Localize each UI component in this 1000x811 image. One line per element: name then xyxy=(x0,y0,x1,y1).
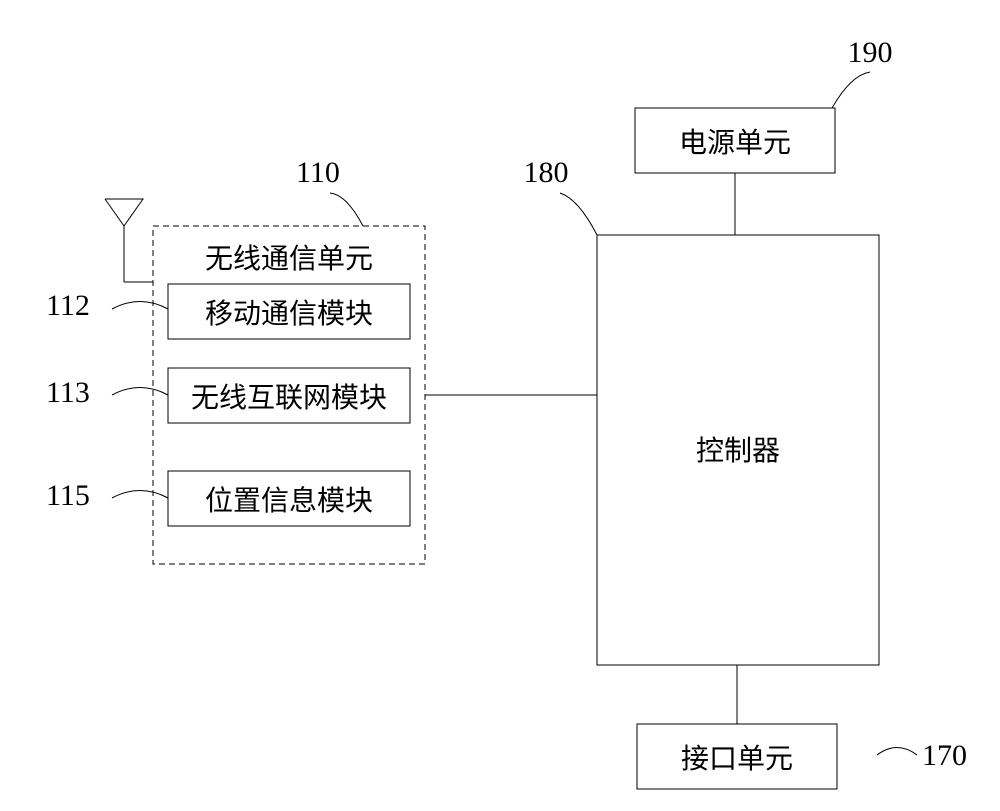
wireless-unit-title: 无线通信单元 xyxy=(205,243,373,275)
power-unit-label: 电源单元 xyxy=(679,127,791,159)
interface-unit-ref: 170 xyxy=(922,739,967,772)
module-leader xyxy=(112,302,168,310)
module-ref: 115 xyxy=(46,479,90,512)
controller-ref: 180 xyxy=(524,156,569,189)
power-unit-leader xyxy=(832,72,870,108)
module-label: 无线互联网模块 xyxy=(191,382,387,414)
block-diagram: 电源单元 190 控制器 180 接口单元 170 无线通信单元 110 移动通… xyxy=(0,0,1000,811)
module-leader xyxy=(112,388,168,396)
module-leader xyxy=(112,491,168,499)
interface-unit-leader xyxy=(877,748,917,756)
controller-label: 控制器 xyxy=(696,435,780,467)
controller-leader xyxy=(560,193,597,235)
module-label: 移动通信模块 xyxy=(205,298,373,330)
wireless-unit-ref: 110 xyxy=(296,156,340,189)
module-label: 位置信息模块 xyxy=(205,485,373,517)
power-unit-ref: 190 xyxy=(848,36,893,69)
module-ref: 112 xyxy=(46,289,90,322)
interface-unit-label: 接口单元 xyxy=(681,743,793,775)
module-ref: 113 xyxy=(46,376,90,409)
wireless-modules: 移动通信模块 112 无线互联网模块 113 位置信息模块 115 xyxy=(46,284,410,526)
antenna-icon xyxy=(105,199,153,282)
wireless-unit-leader xyxy=(330,193,363,226)
